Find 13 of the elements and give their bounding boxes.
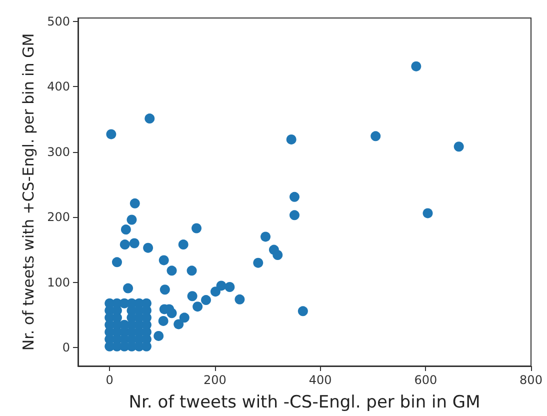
y-tick-label: 100: [47, 275, 70, 290]
y-tick-label: 300: [47, 144, 70, 159]
x-tick-label: 200: [204, 373, 226, 387]
x-tick-label: 0: [106, 373, 114, 387]
x-tick-label: 800: [520, 373, 542, 387]
x-tick-label: 600: [414, 373, 438, 387]
y-tick-label: 0: [62, 340, 70, 355]
y-tick-label: 400: [47, 80, 70, 94]
y-tick-label: 500: [47, 14, 70, 28]
y-axis-title: Nr. of tweets with +CS-Engl. per bin in GM: [20, 33, 38, 351]
x-axis-title: Nr. of tweets with -CS-Engl. per bin in GM: [128, 392, 480, 412]
y-tick-label: 200: [47, 210, 70, 224]
x-tick-label: 400: [308, 373, 332, 387]
